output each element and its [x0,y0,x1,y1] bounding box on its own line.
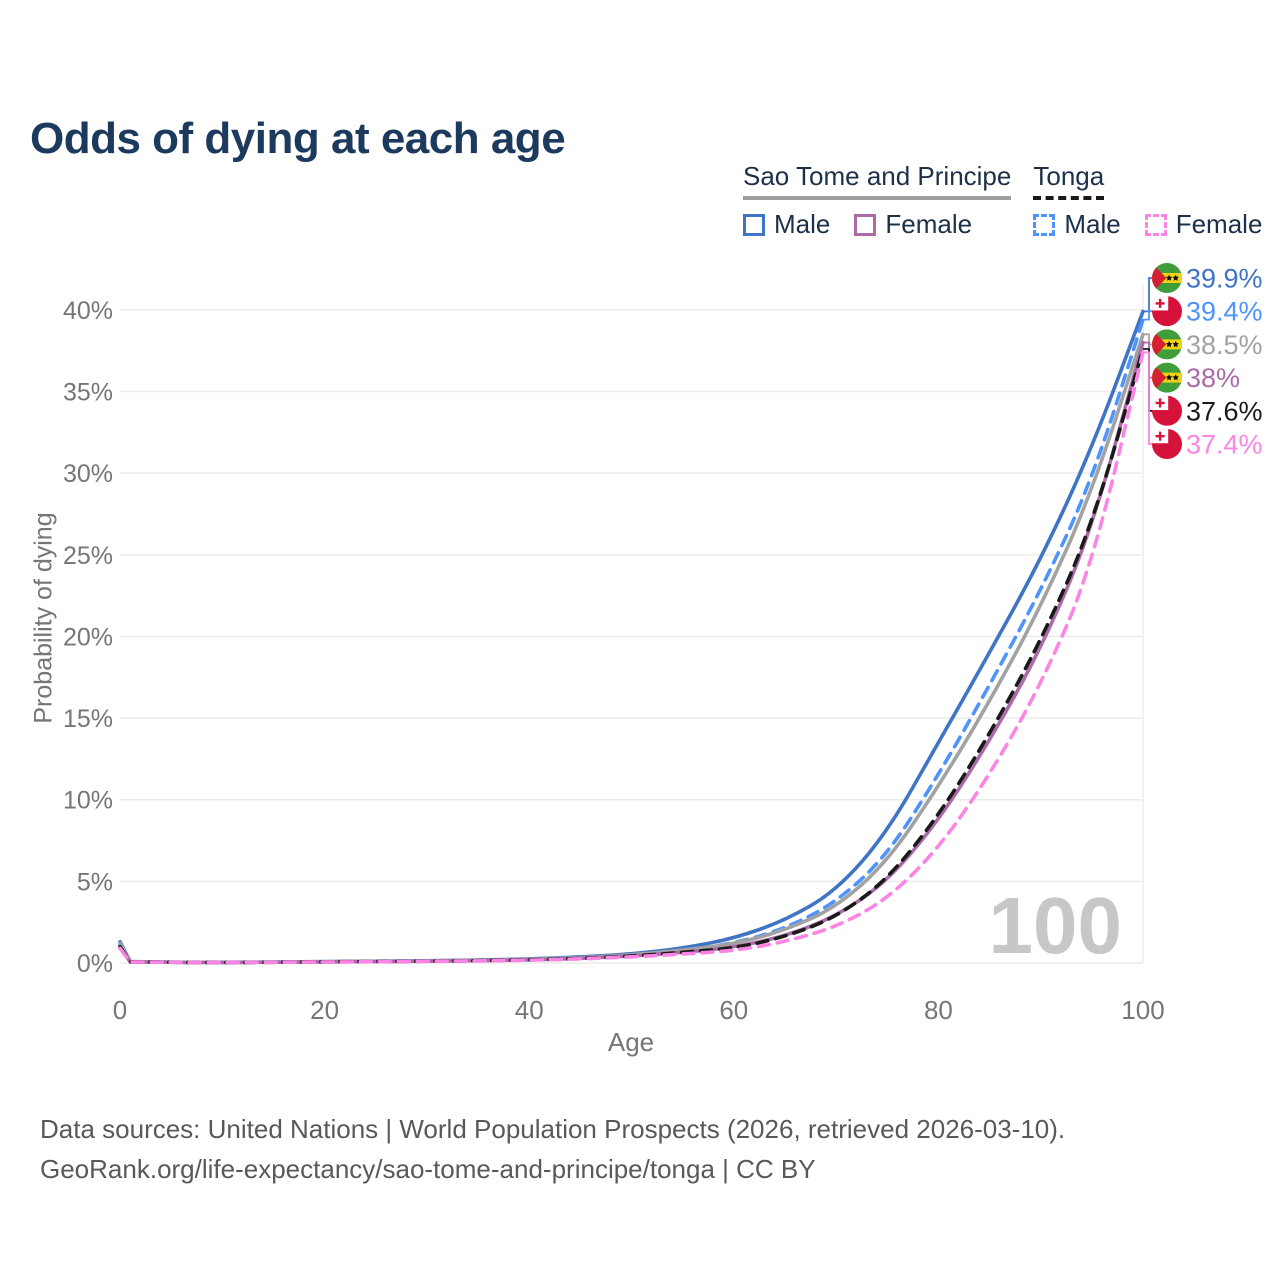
y-axis-title: Probability of dying [29,512,58,724]
legend: Sao Tome and Principe Male Female Tonga … [743,161,1262,240]
legend-item-label: Female [885,209,973,239]
end-value-label: 39.9% [1186,264,1263,294]
end-label-connector [1143,351,1154,445]
legend-items-sao-tome: Male Female [743,209,1011,240]
end-value-label: 38% [1186,363,1240,393]
legend-item-tonga-male[interactable]: Male [1033,209,1121,240]
end-value-label: 37.6% [1186,396,1263,426]
legend-item-sao-tome-male[interactable]: Male [743,209,830,240]
page-title: Odds of dying at each age [30,114,566,164]
end-label-connector [1143,333,1154,346]
y-tick-label: 15% [63,705,113,733]
tonga-male-swatch-icon [1033,213,1056,236]
x-tick-label: 100 [1121,995,1164,1025]
x-tick-label: 80 [924,995,953,1025]
y-tick-label: 25% [63,542,113,570]
legend-group-sao-tome: Sao Tome and Principe Male Female [743,161,1012,240]
series-line-tonga-female [118,350,1145,965]
footer: Data sources: United Nations | World Pop… [40,1109,1065,1190]
legend-country-tonga[interactable]: Tonga [1033,161,1105,200]
y-tick-label: 10% [63,787,113,815]
x-tick-label: 20 [310,995,339,1025]
legend-group-tonga: Tonga Male Female [1033,161,1262,240]
legend-item-label: Male [774,209,831,239]
legend-item-label: Male [1064,209,1121,239]
end-value-label: 37.4% [1186,430,1263,460]
legend-country-sao-tome[interactable]: Sao Tome and Principe [743,161,1012,200]
y-tick-label: 35% [63,378,113,406]
sao-tome-and-principe-flag-icon [1152,362,1182,393]
sao-tome-female-swatch-icon [854,213,877,236]
y-tick-label: 30% [63,460,113,488]
end-value-label: 39.4% [1186,297,1263,327]
tonga-female-swatch-icon [1144,213,1167,236]
y-tick-label: 40% [63,297,113,325]
end-label-connector [1143,310,1154,321]
legend-item-label: Female [1175,209,1263,239]
y-tick-label: 0% [77,950,113,978]
x-tick-label: 0 [113,995,127,1025]
sao-tome-and-principe-flag-icon [1152,329,1182,360]
footer-attribution: GeoRank.org/life-expectancy/sao-tome-and… [40,1154,816,1185]
legend-item-tonga-female[interactable]: Female [1144,209,1263,240]
legend-item-sao-tome-female[interactable]: Female [854,209,972,240]
x-axis-title: Age [607,1027,655,1057]
end-label-connector [1143,277,1154,313]
legend-items-tonga: Male Female [1033,209,1262,240]
sao-tome-and-principe-flag-icon [1152,263,1182,293]
x-tick-label: 40 [515,995,544,1025]
tonga-flag-icon [1152,429,1182,459]
tonga-flag-icon [1152,395,1182,426]
y-tick-label: 20% [63,623,113,651]
footer-data-sources: Data sources: United Nations | World Pop… [40,1114,1066,1144]
tonga-flag-icon [1152,296,1182,327]
series-line-sao-tome-and-principe-all [118,332,1145,965]
y-tick-label: 5% [77,868,113,896]
end-value-label: 38.5% [1186,330,1263,360]
series-line-tonga-male [118,317,1145,965]
hover-age-watermark: 100 [989,881,1122,970]
x-tick-label: 60 [719,995,748,1025]
sao-tome-male-swatch-icon [743,213,765,236]
